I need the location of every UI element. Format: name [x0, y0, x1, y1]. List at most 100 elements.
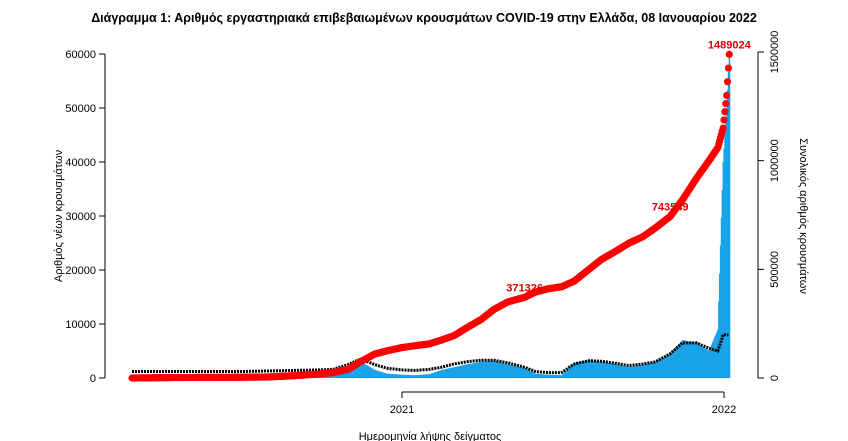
- new-cases-bar: [457, 366, 460, 378]
- new-cases-bar: [339, 372, 342, 378]
- new-cases-bar: [431, 373, 433, 378]
- y-tick-label: 20000: [65, 265, 96, 277]
- new-cases-bar: [416, 375, 418, 378]
- new-cases-bar: [656, 360, 658, 378]
- new-cases-bar: [672, 350, 674, 378]
- new-cases-bar: [728, 54, 731, 378]
- cumulative-point: [722, 100, 730, 108]
- new-cases-bar: [561, 374, 564, 378]
- new-cases-bar: [500, 362, 502, 378]
- new-cases-bar: [593, 360, 596, 378]
- moving-average-line: [132, 333, 729, 375]
- new-cases-bar: [425, 374, 427, 378]
- cumulative-point: [719, 124, 727, 132]
- new-cases-bar: [378, 371, 381, 378]
- new-cases-bar: [663, 357, 666, 378]
- new-cases-bar: [564, 371, 567, 378]
- new-cases-bar: [557, 375, 560, 378]
- new-cases-bar: [694, 342, 696, 378]
- new-cases-bar: [454, 367, 456, 378]
- new-cases-bar: [373, 369, 375, 378]
- new-cases-bar: [389, 373, 391, 378]
- new-cases-bar: [603, 362, 606, 378]
- new-cases-bar: [524, 368, 526, 378]
- new-cases-bar: [386, 373, 389, 378]
- new-cases-bar: [695, 342, 697, 378]
- new-cases-bar: [631, 366, 634, 378]
- new-cases-bar: [453, 367, 456, 378]
- new-cases-bar: [495, 361, 498, 378]
- new-cases-bar: [702, 346, 704, 378]
- x-tick-label: 2021: [390, 404, 414, 416]
- new-cases-bar: [525, 369, 528, 378]
- new-cases-bar: [563, 372, 566, 378]
- new-cases-bar: [573, 362, 576, 378]
- new-cases-bar: [368, 366, 371, 378]
- new-cases-bar: [664, 356, 666, 378]
- y-tick-label: 30000: [65, 211, 96, 223]
- new-cases-bar: [614, 364, 617, 378]
- new-cases-bar: [670, 352, 673, 378]
- new-cases-bar: [570, 365, 573, 378]
- new-cases-bar: [501, 363, 504, 378]
- new-cases-bar: [479, 362, 481, 378]
- y-right-tick-label: 1500000: [769, 31, 781, 74]
- y-right-axis-label: Συνολικός αριθμός κρουσμάτων: [797, 138, 809, 294]
- new-cases-bar: [561, 375, 563, 378]
- new-cases-bar: [409, 375, 411, 378]
- new-cases-bar: [510, 365, 513, 378]
- new-cases-bar: [591, 360, 594, 378]
- new-cases-bar: [518, 367, 521, 378]
- new-cases-bar: [478, 362, 480, 378]
- new-cases-bar: [607, 363, 610, 378]
- new-cases-bar: [489, 361, 492, 378]
- new-cases-bar: [479, 361, 482, 378]
- new-cases-bar: [595, 361, 598, 378]
- new-cases-bar: [434, 372, 437, 378]
- new-cases-bar: [637, 365, 640, 378]
- new-cases-bar: [577, 362, 580, 378]
- new-cases-bar: [568, 368, 570, 378]
- new-cases-bar: [639, 365, 642, 378]
- new-cases-bar: [659, 358, 662, 378]
- new-cases-bar: [456, 366, 459, 378]
- new-cases-bar: [547, 374, 550, 378]
- new-cases-bar: [383, 372, 386, 378]
- new-cases-bar: [609, 363, 612, 378]
- new-cases-bar: [393, 374, 396, 378]
- new-cases-bar: [414, 375, 417, 378]
- new-cases-bar: [634, 366, 636, 378]
- new-cases-bar: [610, 363, 613, 378]
- new-cases-bar: [465, 364, 468, 378]
- new-cases-bar: [717, 329, 719, 378]
- new-cases-bar: [464, 364, 467, 378]
- new-cases-bar: [621, 365, 623, 378]
- new-cases-bar: [512, 365, 515, 378]
- new-cases-bar: [511, 365, 514, 378]
- new-cases-bar: [530, 371, 532, 378]
- new-cases-bar: [352, 365, 355, 378]
- new-cases-bar: [533, 373, 536, 378]
- new-cases-bar: [566, 369, 568, 378]
- new-cases-bar: [559, 375, 561, 378]
- new-cases-bar: [580, 361, 583, 378]
- new-cases-bar: [606, 362, 608, 378]
- new-cases-bar: [418, 374, 420, 378]
- new-cases-bar: [715, 333, 718, 378]
- new-cases-bar: [571, 364, 574, 378]
- new-cases-bar: [471, 363, 473, 378]
- new-cases-bar: [364, 364, 366, 378]
- new-cases-bar: [361, 362, 364, 378]
- new-cases-bar: [683, 340, 686, 378]
- new-cases-bar: [351, 366, 354, 378]
- new-cases-bar: [584, 360, 586, 378]
- new-cases-bar: [722, 162, 725, 378]
- new-cases-bar: [376, 370, 379, 378]
- new-cases-bar: [367, 366, 370, 378]
- new-cases-bar: [605, 362, 607, 378]
- new-cases-bar: [707, 350, 710, 378]
- new-cases-bar: [718, 301, 720, 378]
- new-cases-bar: [531, 371, 533, 378]
- new-cases-bar: [673, 349, 675, 378]
- new-cases-bar: [554, 375, 557, 378]
